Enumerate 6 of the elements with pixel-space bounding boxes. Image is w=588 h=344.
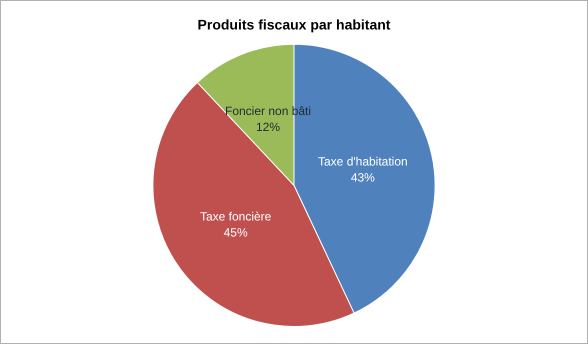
- data-label: 12%: [256, 120, 280, 134]
- slice-label: Taxe foncière: [200, 209, 272, 224]
- chart-title: Produits fiscaux par habitant: [198, 16, 391, 32]
- data-label: 45%: [224, 225, 248, 240]
- slice-label: Taxe d'habitation: [318, 154, 408, 168]
- data-label: 43%: [350, 170, 376, 184]
